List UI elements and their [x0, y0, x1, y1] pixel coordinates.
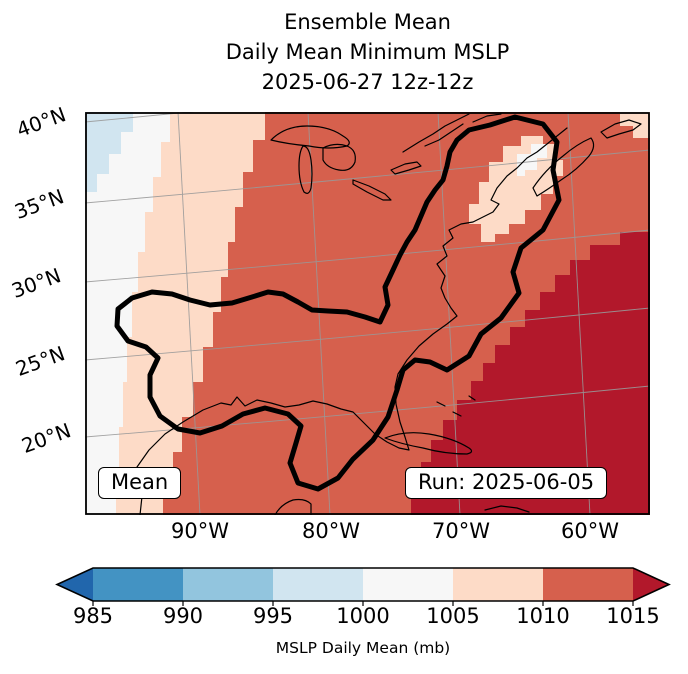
colorbar-cell-1005-1010 [453, 568, 543, 601]
lon-label-60w: 60°W [561, 519, 619, 543]
lat-label-40n: 40°N [13, 102, 70, 142]
fill-995-1000-corner [85, 112, 133, 192]
fill-1000-1005-band [85, 112, 170, 515]
st-lawrence-coastline [402, 113, 502, 153]
lake-huron-coastline [322, 143, 356, 171]
graticule-parallel-25n [85, 307, 650, 361]
colorbar-tick-marks [92, 601, 634, 606]
cb-tick-1015: 1015 [606, 604, 660, 628]
graticule-parallel-30n [85, 229, 650, 283]
colorbar-left-arrow [57, 568, 93, 601]
topright-1005-1010-patch [620, 112, 650, 138]
lon-label-80w: 80°W [302, 519, 360, 543]
lat-label-35n: 35°N [11, 184, 68, 224]
colorbar-cell-985-990 [93, 568, 183, 601]
graticule-meridian-60w [567, 112, 591, 515]
lake-erie-coastline [352, 179, 392, 201]
colorbar-cell-995-1000 [273, 568, 363, 601]
nova-scotia-1000-1005-patch [517, 144, 547, 176]
lon-label-90w: 90°W [171, 519, 229, 543]
yucatan-coastline [274, 498, 312, 515]
graticule-meridian-70w [437, 112, 461, 515]
figure-title: Ensemble Mean Daily Mean Minimum MSLP 20… [47, 7, 688, 97]
graticule-meridian-90w [177, 112, 201, 515]
bahamas-coastline [436, 395, 476, 417]
new-england-1005-1010-patch [469, 136, 563, 242]
graticule-parallel-40n [85, 112, 198, 123]
mean-annotation-box: Mean [98, 467, 182, 499]
thick-mean-contour [114, 114, 562, 492]
title-line-1: Ensemble Mean [284, 10, 451, 34]
lat-label-30n: 30°N [8, 263, 65, 303]
fill-gt-1015-region [411, 232, 650, 515]
lon-label-70w: 70°W [432, 519, 490, 543]
coastlines [136, 113, 642, 515]
cb-tick-995: 995 [252, 604, 294, 628]
map-frame [85, 112, 650, 515]
cuba-coastline [384, 432, 473, 455]
map-plot [85, 112, 650, 515]
lake-michigan-coastline [298, 145, 313, 194]
colorbar-cell-1000-1005 [363, 568, 453, 601]
run-annotation-box: Run: 2025-06-05 [405, 467, 608, 499]
graticule-parallel-20n [85, 385, 650, 438]
colorbar-cell-990-995 [183, 568, 273, 601]
colorbar [55, 567, 671, 606]
gulf-atlantic-coastline [136, 127, 568, 515]
cb-tick-1010: 1010 [516, 604, 570, 628]
title-line-2: Daily Mean Minimum MSLP [225, 40, 510, 64]
title-line-3: 2025-06-27 12z-12z [261, 70, 474, 94]
lat-label-20n: 20°N [18, 418, 75, 458]
graticule-parallel-35n [85, 149, 650, 204]
colorbar-right-arrow [633, 568, 669, 601]
colorbar-cell-1010-1015 [543, 568, 633, 601]
lake-ontario-coastline [390, 161, 422, 175]
colorbar-axis-label: MSLP Daily Mean (mb) [275, 639, 451, 657]
cb-tick-990: 990 [162, 604, 204, 628]
cb-tick-1000: 1000 [336, 604, 390, 628]
lake-superior-coastline [270, 125, 350, 149]
newfoundland-coastline [600, 119, 642, 139]
hispaniola-coastline [484, 505, 530, 513]
cb-tick-985: 985 [72, 604, 114, 628]
lat-label-25n: 25°N [12, 341, 69, 381]
cb-tick-1005: 1005 [426, 604, 480, 628]
